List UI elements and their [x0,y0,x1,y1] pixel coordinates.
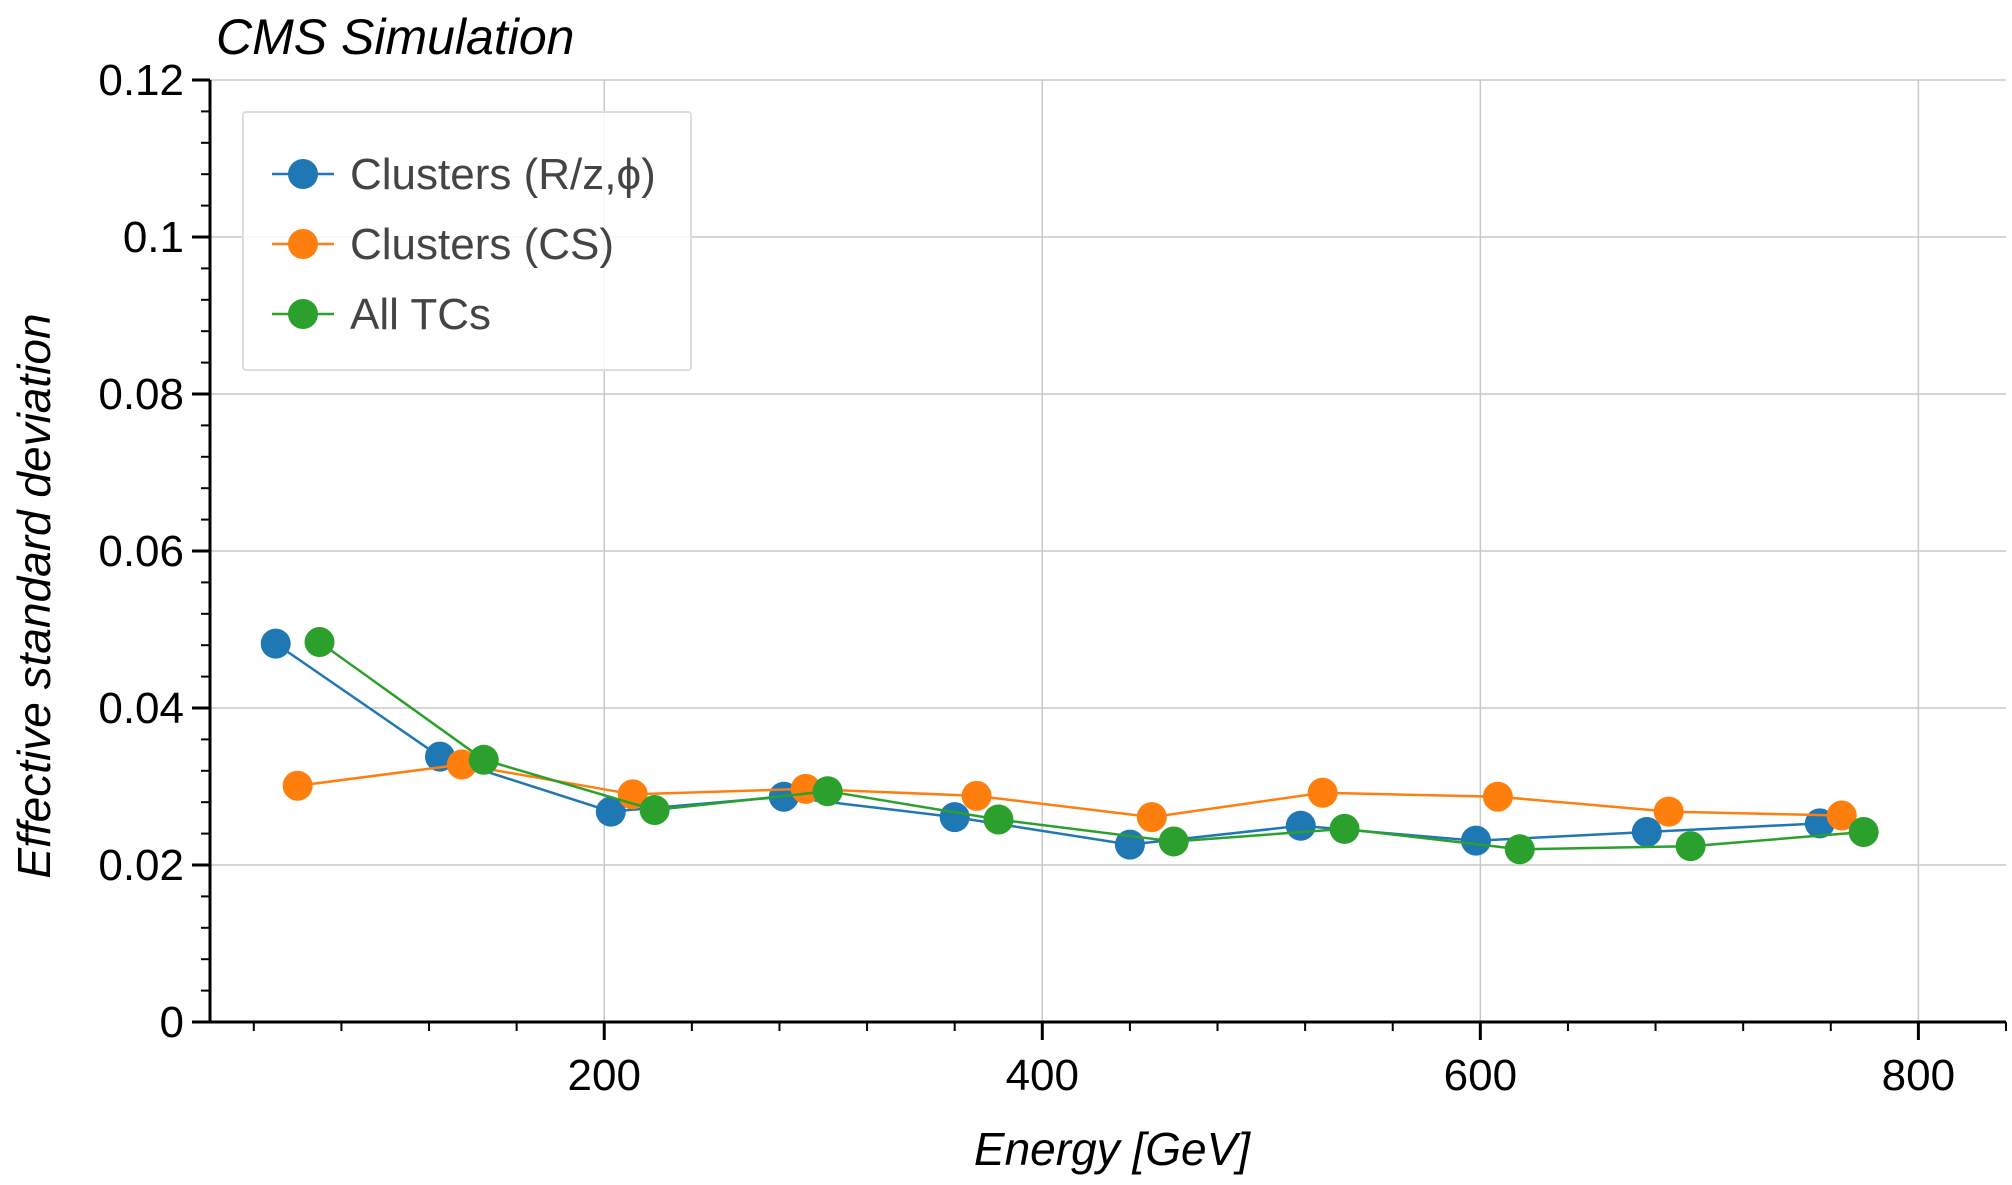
data-point [1307,777,1338,808]
data-point [1460,825,1491,856]
data-point [983,804,1014,835]
x-tick-label: 800 [1882,1051,1955,1100]
data-point [260,628,291,659]
y-tick-label: 0 [160,998,184,1047]
data-point [939,802,970,833]
x-tick-label: 600 [1444,1051,1517,1100]
data-point [639,795,670,826]
data-point [595,796,626,827]
x-tick-label: 400 [1006,1051,1079,1100]
data-point [1285,810,1316,841]
y-tick-label: 0.1 [123,213,184,262]
data-point [1329,813,1360,844]
data-point [1631,817,1662,848]
data-point [304,627,335,658]
data-point [1158,826,1189,857]
legend-marker [288,159,318,189]
data-point [1504,834,1535,865]
data-point [1136,802,1167,833]
data-point [812,776,843,807]
axes: 0 0.02 0.04 0.06 0.08 0.1 0.12 200 400 600 800 [98,56,2007,1100]
y-tick-label: 0.04 [98,684,184,733]
legend-label: Clusters (CS) [350,220,614,269]
chart-title: CMS Simulation [216,9,574,65]
data-point [1826,800,1857,831]
series-layer [260,627,1879,865]
legend-label: All TCs [350,290,491,339]
data-point [1848,817,1879,848]
legend-box [242,111,692,371]
y-tick-label: 0.08 [98,370,184,419]
data-point [468,744,499,775]
y-tick-label: 0.06 [98,527,184,576]
series-line [274,642,1820,846]
data-point [790,773,821,804]
series-line [318,641,1864,851]
grid-lines [210,79,2006,1022]
legend-marker [288,299,318,329]
legend: Clusters (R/z,ϕ) Clusters (CS) All TCs [242,111,692,371]
y-tick-label: 0.12 [98,56,184,105]
legend-marker [288,229,318,259]
data-point [1675,831,1706,862]
legend-label: Clusters (R/z,ϕ) [350,150,656,199]
x-axis-title: Energy [GeV] [974,1123,1251,1175]
data-point [1482,781,1513,812]
y-tick-label: 0.02 [98,841,184,890]
data-point [1653,796,1684,827]
data-point [961,780,992,811]
y-axis-title: Effective standard deviation [8,313,60,878]
data-point [282,770,313,801]
x-tick-label: 200 [568,1051,641,1100]
